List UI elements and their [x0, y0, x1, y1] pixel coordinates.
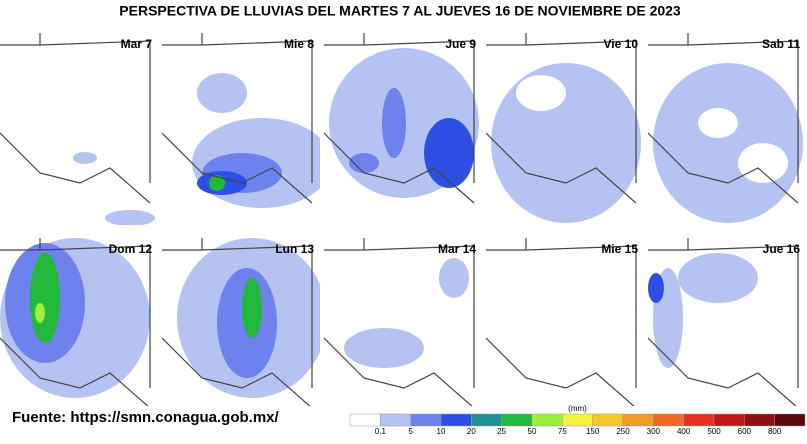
rain-layer — [0, 238, 151, 406]
map-panel: Mar 14 — [324, 238, 482, 406]
legend-label: 10 — [437, 427, 446, 436]
rain-layer — [324, 33, 479, 204]
legend-swatch — [380, 413, 411, 427]
panel-label: Sab 11 — [762, 37, 800, 51]
legend-label: 5 — [408, 427, 413, 436]
legend-label: 250 — [616, 427, 630, 436]
map-panel: Jue 9 — [324, 33, 482, 225]
legend-label: 75 — [558, 427, 567, 436]
legend-swatch — [653, 413, 684, 427]
panel-label: Mie 15 — [601, 242, 638, 256]
border — [0, 33, 151, 204]
rain-area — [105, 210, 155, 225]
legend-label: 25 — [497, 427, 506, 436]
border — [486, 238, 637, 406]
rain-area — [209, 175, 225, 191]
rain-area — [439, 258, 469, 298]
rain-area — [491, 63, 641, 223]
legend-swatch — [349, 413, 381, 427]
map-panel: Vie 10 — [486, 33, 644, 225]
map-panel: Mie 8 — [162, 33, 320, 225]
legend-swatch — [471, 413, 502, 427]
rain-layer — [486, 33, 641, 223]
legend-swatch — [410, 413, 442, 427]
panel-label: Dom 12 — [109, 242, 153, 256]
border — [486, 33, 637, 204]
legend-unit: (mm) — [568, 404, 587, 413]
rain-area — [698, 108, 738, 138]
map-panel: Dom 12 — [0, 238, 158, 406]
legend-label: 400 — [677, 427, 691, 436]
panel-label: Mie 8 — [284, 37, 314, 51]
rain-area — [424, 118, 474, 188]
rain-area — [73, 152, 97, 164]
panel-bg — [486, 238, 644, 406]
rain-area — [382, 88, 406, 158]
border — [324, 238, 475, 406]
map-panel: Lun 13 — [162, 238, 320, 406]
rain-layer — [324, 238, 475, 406]
legend-swatch — [774, 413, 806, 427]
border — [0, 238, 151, 406]
border — [162, 238, 313, 406]
rain-area — [516, 75, 566, 111]
legend-swatch — [531, 413, 563, 427]
rain-area — [242, 278, 262, 338]
panel-label: Mar 7 — [121, 37, 153, 51]
title: PERSPECTIVA DE LLUVIAS DEL MARTES 7 AL J… — [119, 3, 681, 19]
rain-area — [648, 273, 664, 303]
rain-area — [678, 253, 758, 303]
rain-layer — [486, 238, 637, 406]
rain-layer — [0, 33, 155, 225]
map-panel: Jue 16 — [648, 238, 806, 406]
border — [648, 33, 799, 204]
rain-layer — [648, 33, 803, 223]
legend-label: 20 — [467, 427, 476, 436]
legend-label: 300 — [647, 427, 661, 436]
legend-swatch — [501, 413, 533, 427]
rain-area — [738, 143, 788, 183]
legend-label: 150 — [586, 427, 600, 436]
panel-label: Vie 10 — [604, 37, 639, 51]
legend-label: 600 — [738, 427, 752, 436]
legend-label: 800 — [768, 427, 782, 436]
rain-layer — [648, 238, 799, 406]
legend-swatch — [744, 413, 775, 427]
map-panel: Mie 15 — [486, 238, 644, 406]
legend-label: 500 — [707, 427, 721, 436]
source: Fuente: https://smn.conagua.gob.mx/ — [12, 409, 280, 426]
rain-area — [344, 328, 424, 368]
legend-swatch — [713, 413, 745, 427]
border — [648, 238, 799, 406]
panel-label: Jue 9 — [445, 37, 476, 51]
panel-label: Mar 14 — [438, 242, 476, 256]
legend-swatch — [592, 413, 624, 427]
legend-swatch — [440, 413, 472, 427]
rain-area — [35, 303, 45, 323]
legend-swatch — [683, 413, 715, 427]
legend-label: 50 — [528, 427, 537, 436]
rain-area — [30, 253, 60, 343]
rain-area — [197, 73, 247, 113]
rain-layer — [162, 238, 320, 406]
map-panel: Mar 7 — [0, 33, 158, 225]
border — [324, 33, 475, 204]
legend-label: 0.1 — [375, 427, 387, 436]
legend-swatch — [622, 413, 654, 427]
rain-area — [653, 63, 803, 223]
map-panel: Sab 11 — [648, 33, 806, 225]
legend-swatch — [562, 413, 593, 427]
panel-label: Jue 16 — [763, 242, 801, 256]
panel-label: Lun 13 — [275, 242, 314, 256]
rain-layer — [162, 33, 320, 208]
panel-bg — [0, 33, 158, 225]
border — [162, 33, 313, 204]
rain-area — [349, 153, 379, 173]
